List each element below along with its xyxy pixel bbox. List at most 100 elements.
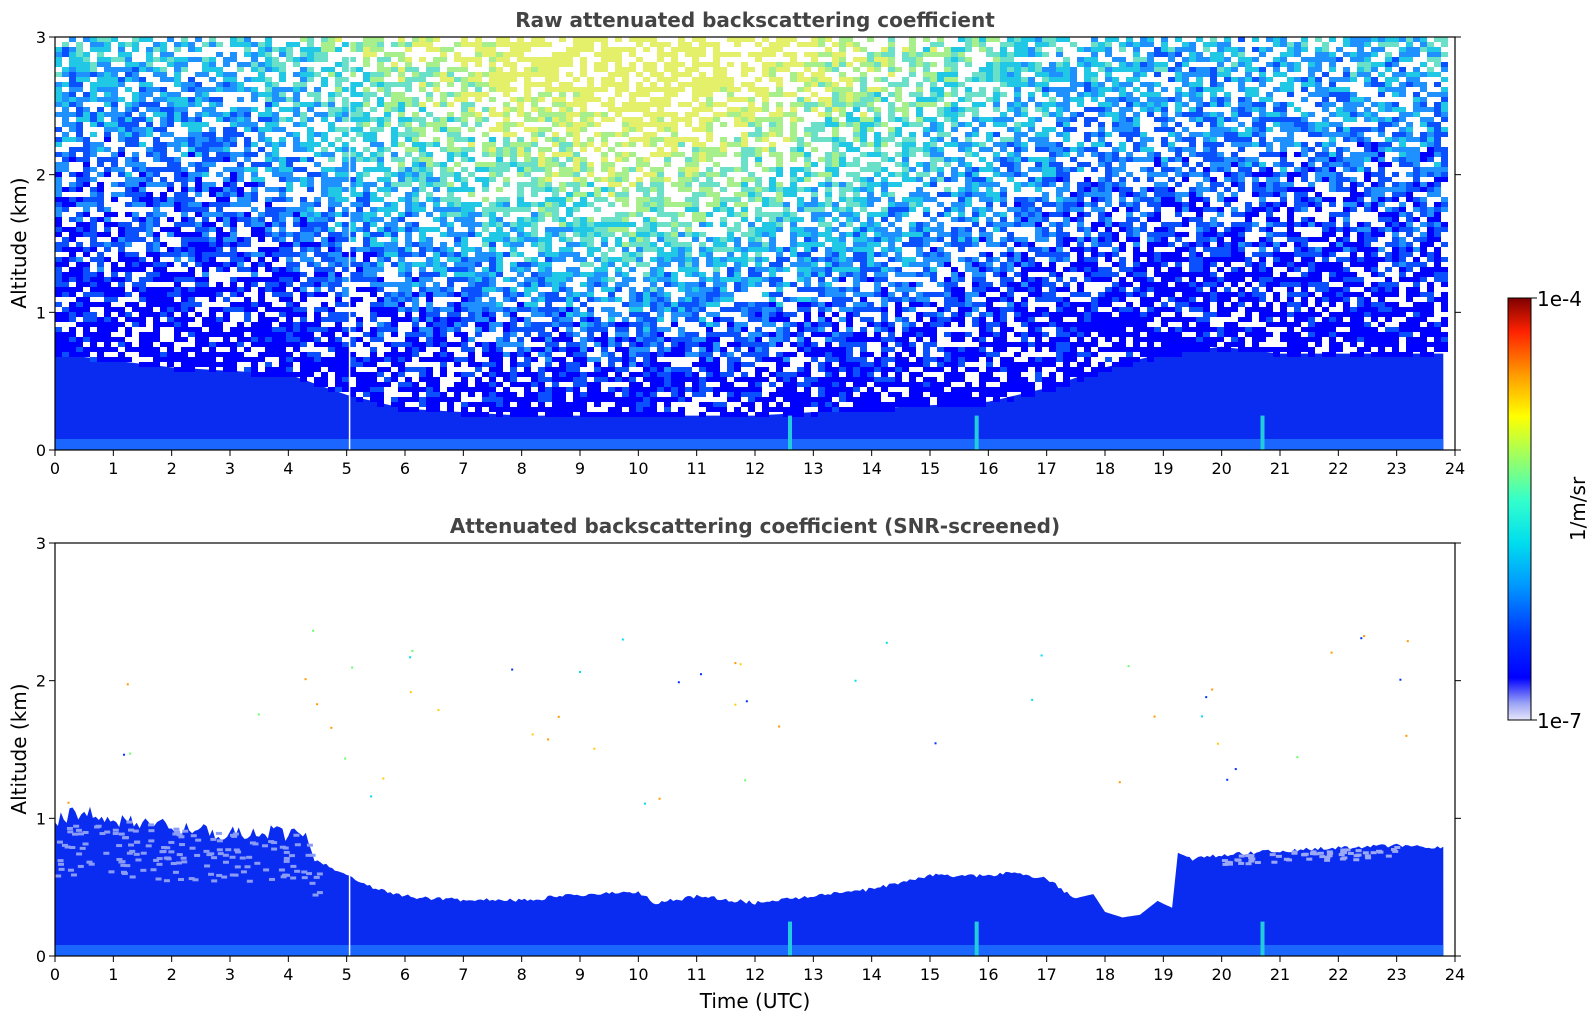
raw-noise-cell: [524, 217, 531, 222]
raw-noise-cell: [671, 87, 678, 92]
raw-noise-cell: [692, 202, 699, 207]
raw-noise-cell: [629, 222, 636, 227]
raw-noise-cell: [335, 37, 342, 42]
raw-noise-cell: [482, 277, 489, 282]
raw-noise-cell: [202, 257, 209, 262]
raw-noise-cell: [748, 282, 755, 287]
raw-noise-cell: [496, 152, 503, 157]
raw-noise-cell: [601, 322, 608, 327]
raw-noise-cell: [636, 407, 643, 412]
raw-noise-cell: [153, 312, 160, 317]
raw-noise-cell: [335, 197, 342, 202]
raw-noise-cell: [496, 367, 503, 372]
raw-noise-cell: [62, 197, 69, 202]
raw-noise-cell: [671, 372, 678, 377]
raw-noise-cell: [587, 112, 594, 117]
raw-noise-cell: [55, 152, 62, 157]
raw-noise-cell: [223, 312, 230, 317]
raw-noise-cell: [706, 202, 713, 207]
raw-noise-cell: [461, 412, 468, 417]
raw-noise-cell: [202, 332, 209, 337]
raw-noise-cell: [363, 62, 370, 67]
raw-noise-cell: [671, 122, 678, 127]
raw-noise-cell: [482, 82, 489, 87]
raw-noise-cell: [636, 352, 643, 357]
raw-noise-cell: [83, 322, 90, 327]
raw-noise-cell: [650, 172, 657, 177]
raw-noise-cell: [531, 142, 538, 147]
raw-noise-cell: [545, 292, 552, 297]
raw-noise-cell: [356, 322, 363, 327]
raw-noise-cell: [531, 137, 538, 142]
raw-noise-cell: [629, 47, 636, 52]
raw-noise-cell: [76, 147, 83, 152]
raw-noise-cell: [468, 317, 475, 322]
raw-noise-cell: [650, 227, 657, 232]
raw-noise-cell: [307, 372, 314, 377]
raw-noise-cell: [587, 262, 594, 267]
raw-noise-cell: [223, 112, 230, 117]
raw-noise-cell: [209, 42, 216, 47]
raw-noise-cell: [279, 87, 286, 92]
raw-noise-cell: [83, 332, 90, 337]
raw-noise-cell: [608, 132, 615, 137]
raw-noise-cell: [496, 382, 503, 387]
raw-noise-cell: [671, 377, 678, 382]
raw-noise-cell: [258, 227, 265, 232]
raw-noise-cell: [594, 397, 601, 402]
raw-noise-cell: [454, 202, 461, 207]
raw-noise-cell: [678, 327, 685, 332]
raw-noise-cell: [587, 217, 594, 222]
raw-noise-cell: [391, 327, 398, 332]
raw-noise-cell: [713, 57, 720, 62]
raw-noise-cell: [706, 257, 713, 262]
raw-noise-cell: [419, 82, 426, 87]
raw-noise-cell: [363, 97, 370, 102]
raw-noise-cell: [202, 157, 209, 162]
raw-noise-cell: [503, 207, 510, 212]
raw-noise-cell: [552, 407, 559, 412]
raw-noise-cell: [594, 377, 601, 382]
raw-noise-cell: [461, 342, 468, 347]
raw-noise-cell: [111, 37, 118, 42]
raw-noise-cell: [209, 57, 216, 62]
raw-noise-cell: [629, 267, 636, 272]
raw-noise-cell: [167, 347, 174, 352]
raw-noise-cell: [55, 102, 62, 107]
raw-noise-cell: [685, 52, 692, 57]
raw-noise-cell: [615, 132, 622, 137]
raw-noise-cell: [601, 67, 608, 72]
raw-noise-cell: [461, 307, 468, 312]
raw-noise-cell: [440, 182, 447, 187]
raw-noise-cell: [671, 257, 678, 262]
raw-noise-cell: [349, 247, 356, 252]
raw-noise-cell: [713, 392, 720, 397]
raw-noise-cell: [734, 267, 741, 272]
raw-noise-cell: [146, 167, 153, 172]
raw-noise-cell: [692, 237, 699, 242]
raw-noise-cell: [524, 167, 531, 172]
raw-noise-cell: [83, 167, 90, 172]
raw-noise-cell: [258, 217, 265, 222]
raw-noise-cell: [328, 332, 335, 337]
raw-noise-cell: [132, 302, 139, 307]
raw-noise-cell: [223, 152, 230, 157]
raw-noise-cell: [153, 327, 160, 332]
raw-noise-cell: [160, 227, 167, 232]
raw-noise-cell: [601, 337, 608, 342]
raw-noise-cell: [244, 107, 251, 112]
raw-noise-cell: [447, 327, 454, 332]
raw-noise-cell: [482, 197, 489, 202]
raw-noise-cell: [482, 187, 489, 192]
raw-noise-cell: [342, 197, 349, 202]
raw-noise-cell: [622, 282, 629, 287]
raw-noise-cell: [517, 142, 524, 147]
raw-noise-cell: [118, 167, 125, 172]
raw-noise-cell: [573, 257, 580, 262]
raw-noise-cell: [167, 302, 174, 307]
raw-noise-cell: [622, 132, 629, 137]
raw-noise-cell: [419, 367, 426, 372]
raw-noise-cell: [279, 282, 286, 287]
raw-noise-cell: [153, 262, 160, 267]
